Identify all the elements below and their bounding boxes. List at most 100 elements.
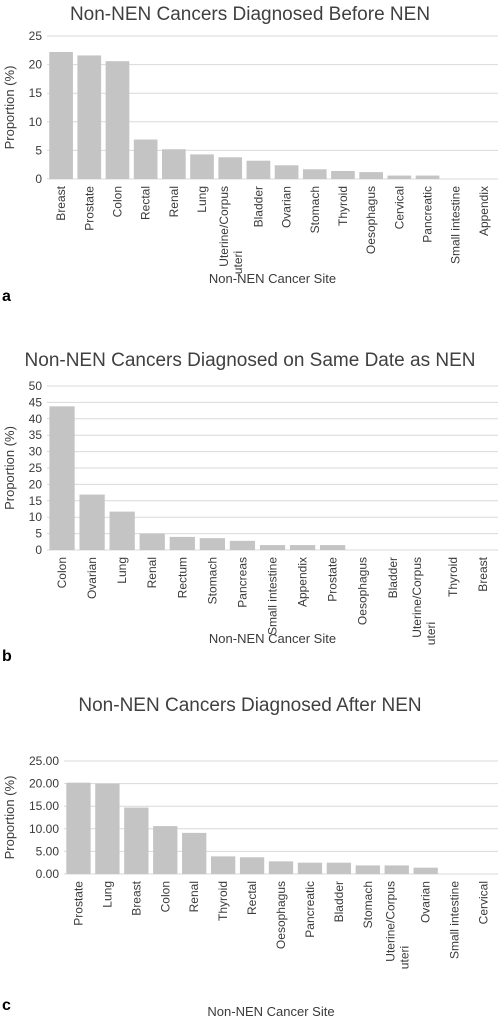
bar [268,861,294,874]
y-tick-label: 25 [29,29,43,43]
x-category-label-line: uteri [398,946,412,969]
panel-label: b [2,648,12,665]
y-tick-label: 0 [35,543,42,557]
x-category-label: Small intestine [449,186,463,264]
bar [49,406,75,550]
y-tick-label: 30 [29,445,43,459]
y-tick-label: 45 [29,395,43,409]
bar [153,826,178,874]
bar [49,52,73,179]
x-category-label: Appendix [296,557,310,607]
x-category-label: Stomach [361,881,375,928]
x-category-label: Oesophagus [356,557,370,625]
bar [239,857,265,874]
x-category-label: Renal [187,881,201,912]
x-category-label: Thyroid [336,186,350,226]
x-category-label: Thyroid [446,557,460,597]
bar [355,865,380,874]
bar [415,175,440,179]
x-category-label: Lung [115,557,129,584]
chart-svg: Non-NEN Cancers Diagnosed After NEN 0.00 5… [2,695,498,1019]
bar [133,139,158,179]
x-category-label-line: uteri [231,251,245,274]
y-tick-label: 10 [29,510,43,524]
bar [229,540,256,550]
panel-label: a [2,288,11,305]
x-category-label: Appendix [477,186,491,236]
x-category-label: Breast [476,556,490,591]
bar [320,545,346,550]
x-category-label: Colon [55,557,69,588]
chart-title: Non-NEN Cancers Diagnosed on Same Date a… [25,350,476,371]
bar [95,783,120,874]
bar [289,545,316,550]
y-tick-label: 25.00 [29,754,59,768]
x-category-label: Rectal [139,186,153,220]
y-tick-label: 5 [35,527,42,541]
chart-panel-a: Non-NEN Cancers Diagnosed Before NEN 0 5 10… [0,0,500,340]
chart-svg: Non-NEN Cancers Diagnosed Before NEN 0 5 10… [2,4,498,305]
bar [210,856,236,874]
chart-title: Non-NEN Cancers Diagnosed Before NEN [70,4,430,25]
x-category-label: Prostate [82,186,96,231]
x-category-label: Stomach [205,557,219,604]
y-tick-label: 15 [29,494,43,508]
chart-title: Non-NEN Cancers Diagnosed After NEN [78,695,421,716]
x-category-label: Ovarian [85,557,99,599]
bar [105,61,130,179]
x-category-label: Rectum [175,557,189,598]
x-category-label-line: Uterine/Corpus [217,186,231,267]
y-tick-label: 5.00 [36,844,60,858]
y-axis-label: Proportion (%) [2,776,17,860]
x-category-label: Stomach [308,186,322,233]
x-category-label-line: uteri [424,622,438,645]
bar [326,862,352,874]
y-tick-label: 20 [29,477,43,491]
x-category-label: Lung [100,881,114,908]
x-category-label: Pancreatic [303,881,317,938]
bar [77,55,102,179]
y-tick-label: 25 [29,461,43,475]
x-category-label: Cervical [392,186,406,229]
bar [259,545,286,550]
x-category-label: Rectal [245,881,259,915]
bar [190,154,214,179]
bar [169,536,195,550]
x-category-label: Bladder [332,881,346,922]
y-tick-label: 0 [35,172,42,186]
bar [384,865,409,874]
x-category-label-line: Uterine/Corpus [384,881,398,962]
bar [246,160,271,179]
x-category-label: Prostate [326,557,340,602]
x-category-label: Ovarian [419,881,433,923]
y-tick-label: 40 [29,412,43,426]
x-category-label: Colon [158,881,172,912]
panel-label: c [2,997,11,1014]
bar [218,157,243,179]
bar [162,149,186,179]
x-category-label: Lung [195,186,209,213]
bar [79,494,105,550]
x-category-label: Oesophagus [274,881,288,949]
x-category-label-line: Uterine/Corpus [410,557,424,638]
y-tick-label: 20.00 [29,777,59,791]
x-category-label: Cervical [477,881,491,924]
x-category-label: Renal [145,557,159,588]
bar [182,832,207,874]
x-category-label: Renal [167,186,181,217]
x-category-label: Uterine/Corpusuteri [410,557,438,645]
x-category-label: Breast [54,185,68,220]
y-tick-label: 15.00 [29,799,59,813]
bar [297,862,323,874]
x-category-label: Pancreas [235,557,249,608]
chart-panel-b: Non-NEN Cancers Diagnosed on Same Date a… [0,340,500,680]
bar [109,511,135,550]
y-tick-label: 0.00 [36,867,60,881]
y-tick-label: 5 [35,143,42,157]
x-category-label: Breast [129,880,143,915]
y-axis-label: Proportion (%) [2,66,17,150]
x-axis-label: Non-NEN Cancer Site [209,631,336,646]
bar [66,782,91,874]
x-axis-label: Non-NEN Cancer Site [209,271,336,286]
x-axis-label: Non-NEN Cancer Site [207,1004,334,1019]
